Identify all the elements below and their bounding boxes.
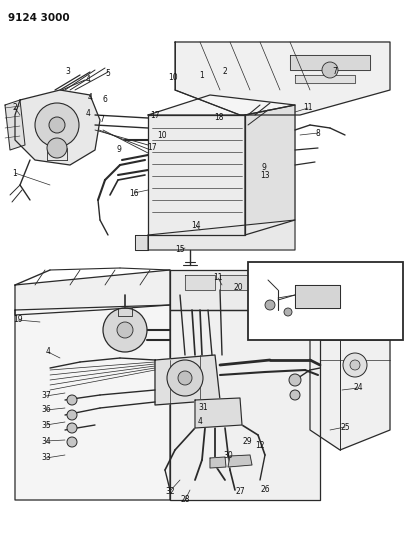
Circle shape [265, 300, 275, 310]
Polygon shape [210, 457, 226, 468]
Text: 35: 35 [41, 421, 51, 430]
Polygon shape [148, 115, 245, 235]
Text: 33: 33 [41, 454, 51, 463]
Circle shape [35, 103, 79, 147]
Text: 4: 4 [85, 75, 90, 84]
Text: 19: 19 [13, 316, 23, 325]
Text: 25: 25 [340, 423, 350, 432]
Polygon shape [5, 100, 25, 150]
Polygon shape [245, 105, 295, 235]
Text: 9: 9 [266, 274, 270, 280]
Polygon shape [195, 398, 242, 428]
Text: 4: 4 [46, 348, 51, 357]
Polygon shape [15, 305, 170, 500]
Text: 3: 3 [66, 68, 70, 77]
Polygon shape [135, 235, 148, 250]
Text: 8: 8 [316, 128, 321, 138]
Circle shape [49, 117, 65, 133]
Text: 4: 4 [88, 93, 92, 101]
Polygon shape [295, 285, 340, 308]
Text: 30: 30 [223, 450, 233, 459]
Text: 11: 11 [303, 103, 313, 112]
Circle shape [67, 410, 77, 420]
Circle shape [167, 360, 203, 396]
Text: 34: 34 [41, 437, 51, 446]
Text: 13: 13 [258, 319, 267, 325]
Circle shape [322, 62, 338, 78]
Polygon shape [155, 355, 220, 405]
Text: 10: 10 [157, 131, 167, 140]
Circle shape [350, 360, 360, 370]
Text: 11: 11 [213, 273, 223, 282]
Circle shape [178, 371, 192, 385]
Text: 9124 3000: 9124 3000 [8, 13, 69, 23]
Text: 13: 13 [260, 171, 270, 180]
Text: 17: 17 [150, 110, 160, 119]
Text: 27: 27 [235, 488, 245, 497]
Text: 12: 12 [348, 293, 357, 299]
Text: 4: 4 [85, 109, 90, 117]
Polygon shape [175, 42, 390, 115]
Bar [248, 262, 403, 340]
Circle shape [117, 322, 133, 338]
Polygon shape [148, 95, 295, 115]
Polygon shape [185, 275, 215, 290]
Text: 16: 16 [129, 189, 139, 198]
Text: 12: 12 [255, 440, 265, 449]
Text: 29: 29 [242, 437, 252, 446]
Circle shape [67, 395, 77, 405]
Text: 32: 32 [165, 487, 175, 496]
Text: 6: 6 [103, 95, 107, 104]
Circle shape [343, 353, 367, 377]
Text: 36: 36 [41, 406, 51, 415]
Text: 9: 9 [261, 164, 266, 173]
Text: 2: 2 [223, 68, 227, 77]
Polygon shape [170, 310, 320, 500]
Circle shape [290, 390, 300, 400]
Circle shape [67, 423, 77, 433]
Text: 24: 24 [353, 384, 363, 392]
Text: 37: 37 [41, 392, 51, 400]
Text: 18: 18 [214, 114, 224, 123]
Polygon shape [148, 220, 295, 250]
Text: 7: 7 [332, 68, 337, 77]
Text: 9: 9 [117, 146, 121, 155]
Circle shape [103, 308, 147, 352]
Polygon shape [15, 270, 170, 315]
Text: 17: 17 [147, 143, 157, 152]
Polygon shape [220, 275, 260, 290]
Text: 20: 20 [233, 282, 243, 292]
Text: 15: 15 [175, 246, 185, 254]
Text: 2: 2 [13, 103, 17, 112]
Text: 14: 14 [191, 221, 201, 230]
Circle shape [67, 437, 77, 447]
Text: 1: 1 [13, 168, 17, 177]
Polygon shape [170, 270, 390, 310]
Polygon shape [295, 75, 355, 83]
Text: 22: 22 [290, 273, 300, 282]
Text: 7: 7 [99, 116, 104, 125]
Circle shape [284, 308, 292, 316]
Text: 31: 31 [198, 402, 208, 411]
Circle shape [47, 138, 67, 158]
Polygon shape [15, 90, 100, 165]
Text: 26: 26 [260, 486, 270, 495]
Text: 10: 10 [168, 74, 178, 83]
Polygon shape [290, 55, 370, 70]
Text: 4: 4 [198, 417, 203, 426]
Text: 23: 23 [350, 326, 360, 335]
Text: 1: 1 [200, 70, 204, 79]
Polygon shape [228, 455, 252, 467]
Text: 5: 5 [106, 69, 111, 78]
Polygon shape [310, 285, 390, 450]
Text: 21: 21 [257, 279, 267, 288]
Text: 2.2L, 2.5L EFI: 2.2L, 2.5L EFI [295, 326, 355, 335]
Polygon shape [118, 308, 132, 316]
Text: 28: 28 [180, 496, 190, 505]
Circle shape [289, 374, 301, 386]
